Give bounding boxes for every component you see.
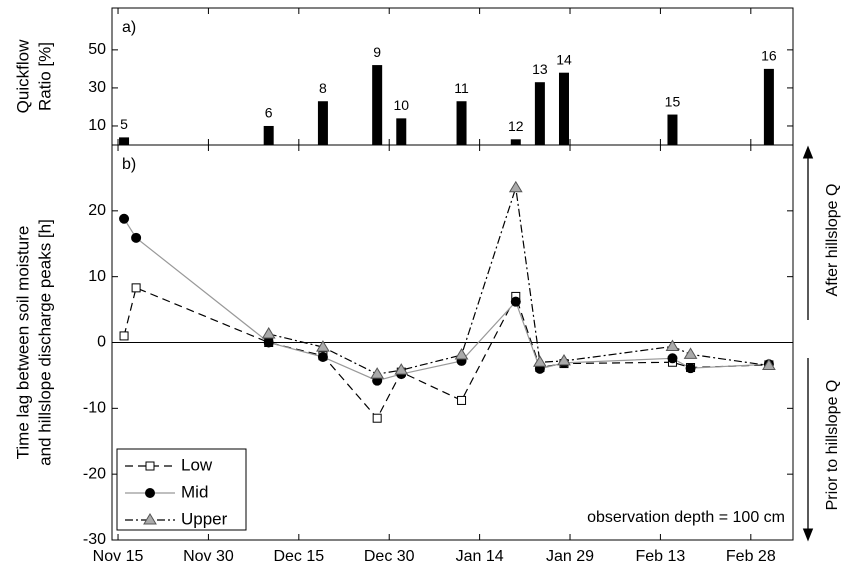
bar xyxy=(510,139,521,145)
legend-label: Mid xyxy=(181,482,208,501)
marker-square xyxy=(119,331,129,341)
bar xyxy=(558,72,569,145)
bar xyxy=(456,101,467,145)
y-tick-label: 10 xyxy=(88,117,106,134)
bar xyxy=(119,137,130,145)
marker-triangle xyxy=(370,367,385,379)
x-tick-label: Jan 29 xyxy=(546,548,594,565)
legend-label: Upper xyxy=(181,509,228,528)
side-label: After hillslope Q xyxy=(824,184,841,297)
marker-circle xyxy=(685,363,696,374)
marker-circle xyxy=(667,353,678,364)
marker-triangle xyxy=(261,326,276,339)
marker-circle xyxy=(510,296,521,307)
y-tick-label: -30 xyxy=(83,531,106,548)
bar-label: 11 xyxy=(454,80,469,96)
bar xyxy=(317,101,328,145)
plot-frame xyxy=(111,7,794,146)
bar-label: 12 xyxy=(508,118,524,134)
marker-triangle xyxy=(316,340,330,352)
marker-triangle xyxy=(454,348,469,360)
side-label: Prior to hillslope Q xyxy=(824,380,841,511)
x-tick-label: Jan 14 xyxy=(456,548,504,565)
y-tick-label: -10 xyxy=(83,400,106,417)
marker-triangle xyxy=(762,358,776,371)
bar-label: 10 xyxy=(393,97,409,113)
y-tick-label: 10 xyxy=(88,268,106,285)
panel-label: b) xyxy=(122,156,136,173)
panel-label: a) xyxy=(122,19,136,36)
y-tick-label: 50 xyxy=(88,41,106,58)
bar xyxy=(534,82,545,145)
bar-label: 8 xyxy=(319,80,327,96)
bar-label: 5 xyxy=(120,116,128,132)
y-tick-label: 0 xyxy=(97,334,106,351)
legend-box xyxy=(116,448,247,531)
legend: Low Mid Upper xyxy=(116,448,247,531)
bar-label: 15 xyxy=(665,93,681,109)
marker-square xyxy=(372,413,382,423)
x-tick-label: Dec 15 xyxy=(273,548,324,565)
bar-label: 13 xyxy=(532,61,548,77)
x-tick-label: Feb 13 xyxy=(636,548,686,565)
marker-circle xyxy=(263,337,274,348)
y-axis-label: Quickflow xyxy=(13,39,32,113)
marker-square xyxy=(145,461,155,471)
y-axis-label: Time lag between soil moisture xyxy=(13,226,32,460)
y-tick-label: 30 xyxy=(88,79,106,96)
y-tick-label: 20 xyxy=(88,202,106,219)
bar xyxy=(667,114,678,145)
bar-label: 9 xyxy=(373,44,381,60)
bar xyxy=(396,118,407,145)
marker-circle xyxy=(317,351,328,362)
annotation: observation depth = 100 cm xyxy=(587,509,785,526)
marker-triangle xyxy=(394,363,409,375)
marker-triangle xyxy=(508,180,523,193)
series-line xyxy=(268,187,769,375)
bar-label: 14 xyxy=(556,51,572,67)
bar-label: 16 xyxy=(761,48,777,64)
x-tick-label: Nov 15 xyxy=(93,548,144,565)
marker-circle xyxy=(145,488,155,498)
bar xyxy=(372,65,383,145)
y-axis-label: Ratio [%] xyxy=(35,42,54,111)
series-line xyxy=(123,287,769,420)
marker-square xyxy=(131,283,141,293)
bar-label: 6 xyxy=(265,105,273,121)
marker-square xyxy=(457,395,467,405)
marker-triangle xyxy=(533,355,547,367)
y-tick-label: -20 xyxy=(83,465,106,482)
x-tick-label: Nov 30 xyxy=(183,548,234,565)
marker-triangle xyxy=(143,513,157,525)
marker-triangle xyxy=(683,347,698,359)
x-tick-label: Dec 30 xyxy=(364,548,415,565)
marker-triangle xyxy=(665,339,680,351)
marker-circle xyxy=(119,213,130,224)
marker-circle xyxy=(131,232,142,243)
bar xyxy=(263,125,274,145)
marker-triangle xyxy=(557,353,571,366)
y-axis-label: and hillslope discharge peaks [h] xyxy=(35,219,54,466)
x-tick-label: Feb 28 xyxy=(726,548,776,565)
bar xyxy=(763,68,774,145)
legend-label: Low xyxy=(181,455,213,474)
